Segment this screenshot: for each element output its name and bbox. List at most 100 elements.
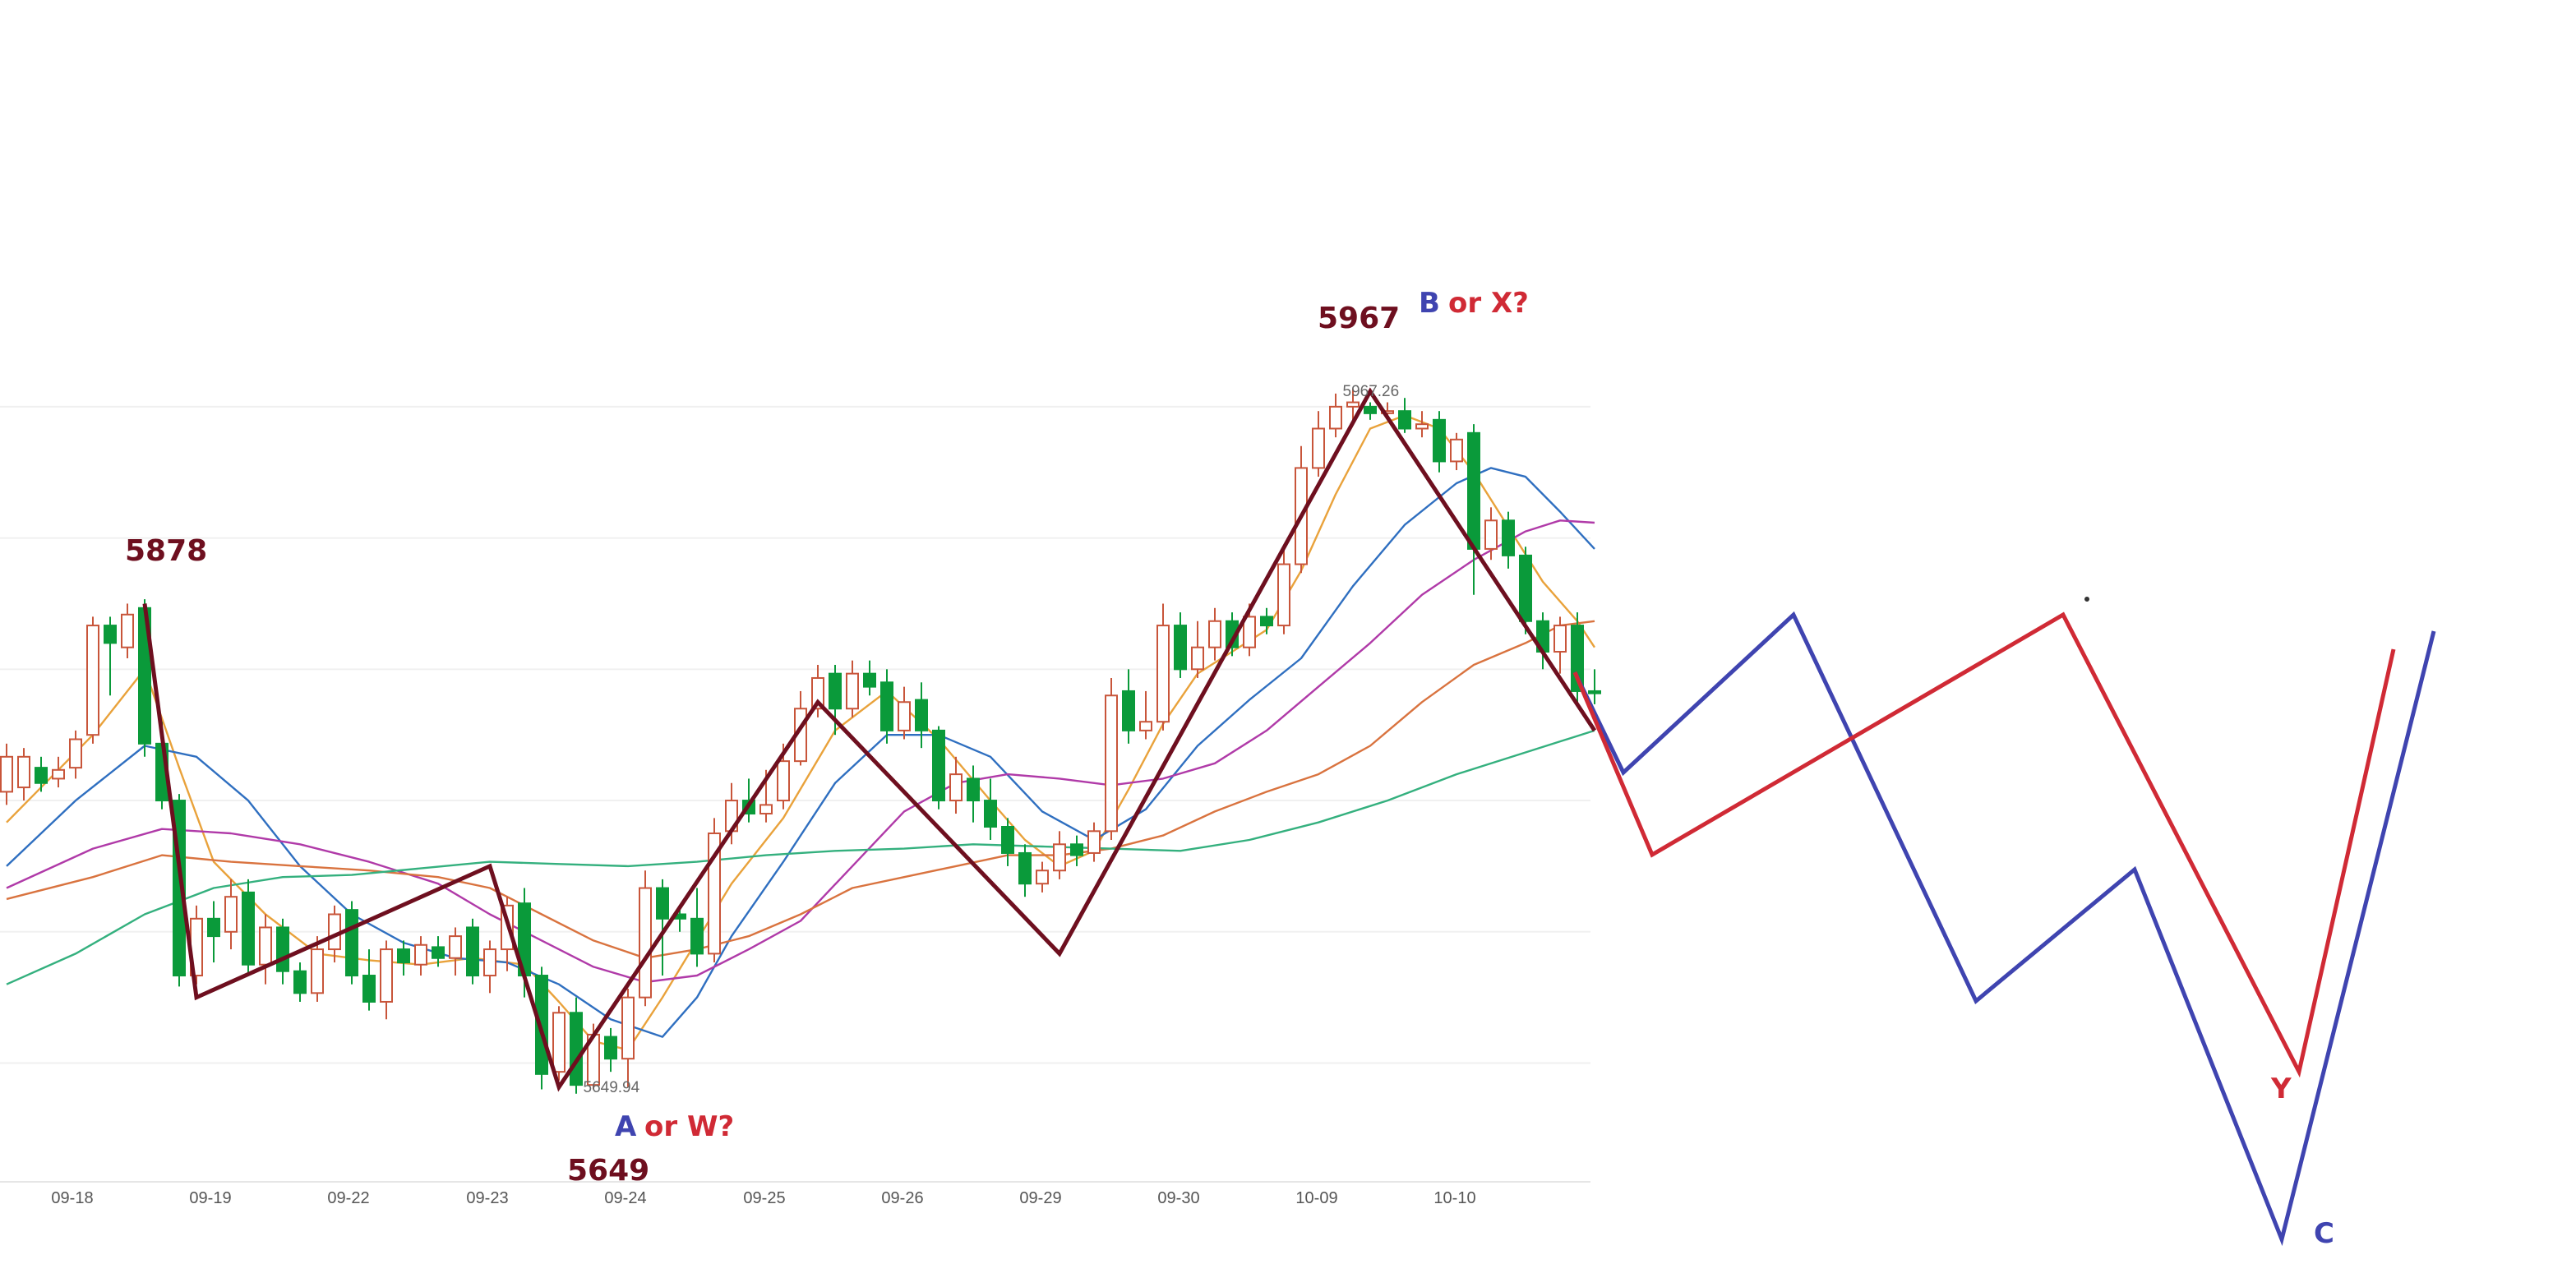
candle-body (915, 699, 928, 731)
x-tick-label: 09-29 (1019, 1189, 1061, 1207)
candle (880, 669, 893, 744)
candle (1070, 835, 1083, 866)
candle-body (1087, 830, 1101, 854)
candle-body (1588, 690, 1601, 694)
candle (621, 989, 635, 1087)
wave-label-a: A (615, 1110, 637, 1143)
price-note: 5649.94 (584, 1079, 640, 1096)
candle (224, 879, 238, 950)
candle (1329, 393, 1342, 438)
projection-path-blue (1572, 611, 2436, 1247)
low-label-5649: 5649 (567, 1154, 649, 1188)
candle-body (690, 917, 704, 955)
candle (207, 901, 220, 963)
candle (1087, 822, 1101, 862)
candle-body (604, 1036, 617, 1060)
candle-body (69, 738, 82, 769)
candle (1467, 424, 1480, 595)
candle-body (1502, 519, 1515, 556)
candle-body (1415, 423, 1429, 430)
candle (552, 1006, 566, 1081)
candle-body (863, 672, 876, 688)
candle (1588, 669, 1601, 704)
candle-body (466, 926, 479, 977)
grid-layer (0, 405, 1590, 1183)
projection-layer (1572, 597, 2436, 1247)
ma30-line (6, 620, 1595, 959)
candle-body (1053, 843, 1066, 872)
wave-label-or-x: or X? (1448, 287, 1529, 320)
ma10-line (6, 467, 1595, 1038)
candle (535, 966, 548, 1090)
candle-body (0, 755, 13, 793)
candle (1450, 432, 1463, 471)
candle-body (17, 755, 30, 789)
candle (293, 962, 307, 1002)
candle (242, 879, 255, 976)
candle-body (759, 804, 773, 815)
candle-body (35, 767, 48, 784)
candle-body (552, 1012, 566, 1073)
candle-body (535, 975, 548, 1075)
candle (1536, 612, 1549, 670)
candle-body (1260, 616, 1273, 627)
candle (52, 756, 65, 788)
candle-body (1364, 405, 1377, 414)
candle-body (1208, 620, 1221, 648)
candle (1346, 389, 1360, 420)
candle-body (259, 926, 272, 966)
candle (1415, 411, 1429, 438)
candle (1053, 831, 1066, 879)
ma5-line (6, 414, 1596, 1051)
candle-body (1329, 405, 1342, 430)
x-tick-label: 09-24 (604, 1189, 646, 1207)
candle (1519, 547, 1532, 634)
x-tick-label: 09-19 (189, 1189, 231, 1207)
candle (397, 940, 410, 976)
candle-body (397, 948, 410, 964)
candle-body (380, 948, 393, 1003)
candle-body (1433, 418, 1446, 463)
candle (0, 743, 13, 805)
candle-body (345, 909, 358, 977)
price-note: 5967.26 (1343, 383, 1400, 400)
candle-body (1105, 694, 1118, 833)
wave-label-y: Y (2270, 1073, 2292, 1105)
candle-body (276, 926, 289, 972)
candle-body (1243, 616, 1256, 648)
candle (1502, 511, 1515, 569)
candle-body (362, 975, 376, 1003)
candle-body (1519, 554, 1532, 622)
x-tick-label: 09-18 (51, 1189, 93, 1207)
candle-body (1174, 625, 1187, 671)
candle-body (121, 613, 134, 648)
x-tick-label: 10-09 (1295, 1189, 1337, 1207)
candle (915, 682, 928, 749)
candle (604, 1027, 617, 1073)
candle-body (224, 896, 238, 933)
x-tick-label: 09-22 (327, 1189, 369, 1207)
candle (811, 665, 824, 717)
candle (466, 918, 479, 985)
candle-body (414, 943, 427, 966)
x-tick-label: 09-23 (466, 1189, 508, 1207)
candle (69, 730, 82, 779)
candle-body (967, 777, 980, 802)
candle (570, 997, 583, 1094)
candle (1433, 411, 1446, 473)
candle-body (1467, 431, 1480, 550)
candle (708, 818, 721, 963)
candle (1174, 612, 1187, 678)
x-tick-label: 09-25 (743, 1189, 785, 1207)
candle (449, 927, 462, 976)
candle (1139, 690, 1152, 740)
candle (311, 936, 324, 1002)
candle-body (1277, 563, 1290, 627)
ma60-line (6, 729, 1595, 985)
candle-body (811, 676, 824, 710)
candle-body (949, 773, 963, 802)
candle-body (1553, 625, 1567, 653)
candle (1484, 507, 1498, 560)
candle (967, 765, 980, 823)
candle (1156, 603, 1170, 731)
